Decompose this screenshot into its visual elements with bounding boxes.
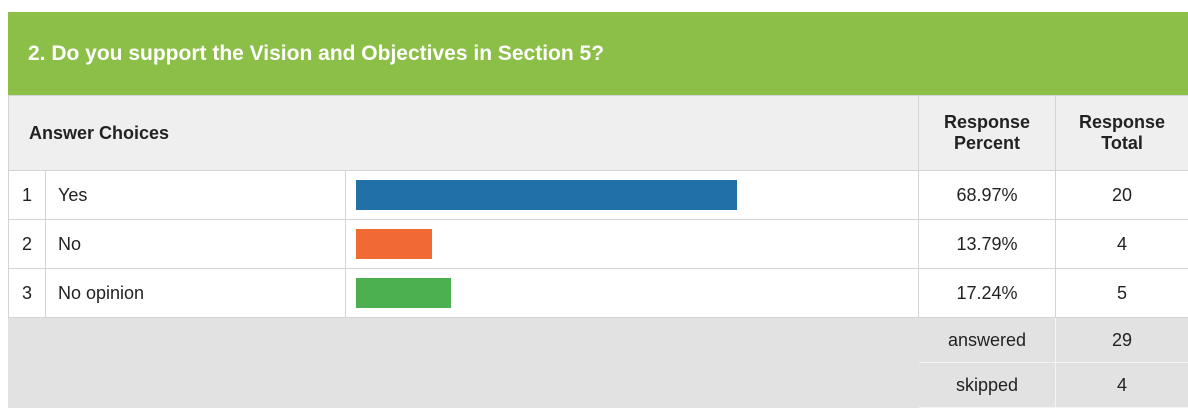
header-row: Answer Choices Response Percent Response…: [7, 95, 1188, 171]
summary-value: 4: [1055, 362, 1188, 408]
response-total: 20: [1055, 170, 1188, 220]
answer-row: 2 No 13.79% 4: [8, 219, 1188, 269]
question-title: 2. Do you support the Vision and Objecti…: [8, 12, 1188, 95]
header-total-text: Response Total: [1079, 112, 1166, 153]
response-percent: 68.97%: [918, 170, 1057, 220]
answer-row: 3 No opinion 17.24% 5: [8, 268, 1188, 318]
summary-label: skipped: [918, 362, 1057, 408]
choice-label: Yes: [45, 170, 346, 220]
bar-cell: [344, 170, 920, 220]
bar-cell: [344, 219, 920, 269]
summary-label: answered: [918, 317, 1057, 363]
bar: [356, 229, 433, 259]
results-table: Answer Choices Response Percent Response…: [7, 95, 1188, 408]
summary-blank: [7, 317, 920, 408]
header-choices: Answer Choices: [7, 95, 920, 171]
row-number: 1: [8, 170, 46, 220]
choice-label: No opinion: [45, 268, 346, 318]
summary-value: 29: [1055, 317, 1188, 363]
response-percent: 17.24%: [918, 268, 1057, 318]
response-total: 4: [1055, 219, 1188, 269]
response-total: 5: [1055, 268, 1188, 318]
bar: [356, 180, 738, 210]
answer-row: 1 Yes 68.97% 20: [8, 170, 1188, 220]
header-percent-text: Response Percent: [944, 112, 1031, 153]
header-total: Response Total: [1055, 95, 1188, 171]
survey-question: 2. Do you support the Vision and Objecti…: [7, 12, 1188, 408]
row-number: 2: [8, 219, 46, 269]
choice-label: No: [45, 219, 346, 269]
bar: [356, 278, 452, 308]
response-percent: 13.79%: [918, 219, 1057, 269]
header-percent: Response Percent: [918, 95, 1057, 171]
bar-cell: [344, 268, 920, 318]
summary-row: answered 29: [7, 317, 1188, 408]
row-number: 3: [8, 268, 46, 318]
